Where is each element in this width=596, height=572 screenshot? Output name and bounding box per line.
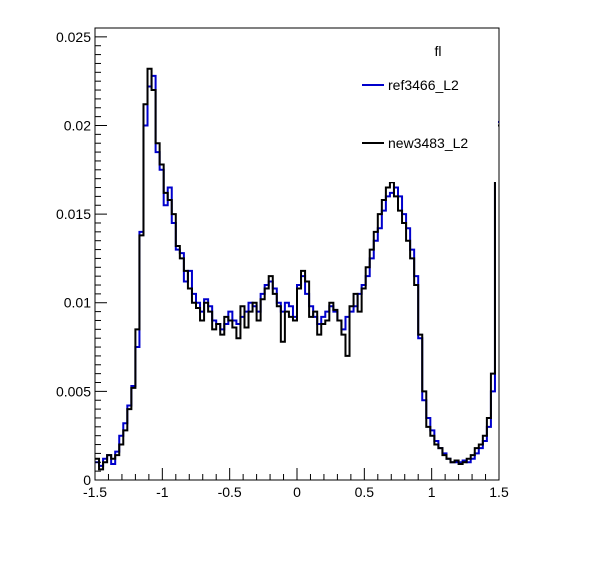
- y-tick-label: 0.025: [56, 29, 91, 45]
- y-axis: 0 0.005 0.01 0.015 0.02 0.025: [56, 29, 107, 488]
- x-tick-label: 0: [293, 484, 301, 500]
- y-tick-label: 0.005: [56, 383, 91, 399]
- series-line-new3483_L2: [95, 67, 499, 471]
- legend-label-new: new3483_L2: [388, 135, 468, 151]
- x-tick-label: 1.5: [489, 484, 509, 500]
- x-tick-label: 0.5: [355, 484, 375, 500]
- y-tick-label: 0.02: [64, 117, 91, 133]
- x-tick-label: -0.5: [218, 484, 242, 500]
- y-tick-label: 0: [83, 472, 91, 488]
- x-tick-label: -1.5: [83, 484, 107, 500]
- y-tick-label: 0.015: [56, 206, 91, 222]
- legend-box: [356, 30, 498, 182]
- legend-header: fl: [435, 43, 442, 59]
- series-layer: [95, 67, 499, 471]
- y-tick-label: 0.01: [64, 295, 91, 311]
- x-tick-label: 1: [428, 484, 436, 500]
- legend: fl ref3466_L2 new3483_L2: [356, 30, 498, 182]
- x-axis: -1.5 -1 -0.5 0 0.5 1 1.5: [83, 468, 509, 500]
- x-tick-label: -1: [156, 484, 169, 500]
- legend-label-ref: ref3466_L2: [388, 77, 459, 93]
